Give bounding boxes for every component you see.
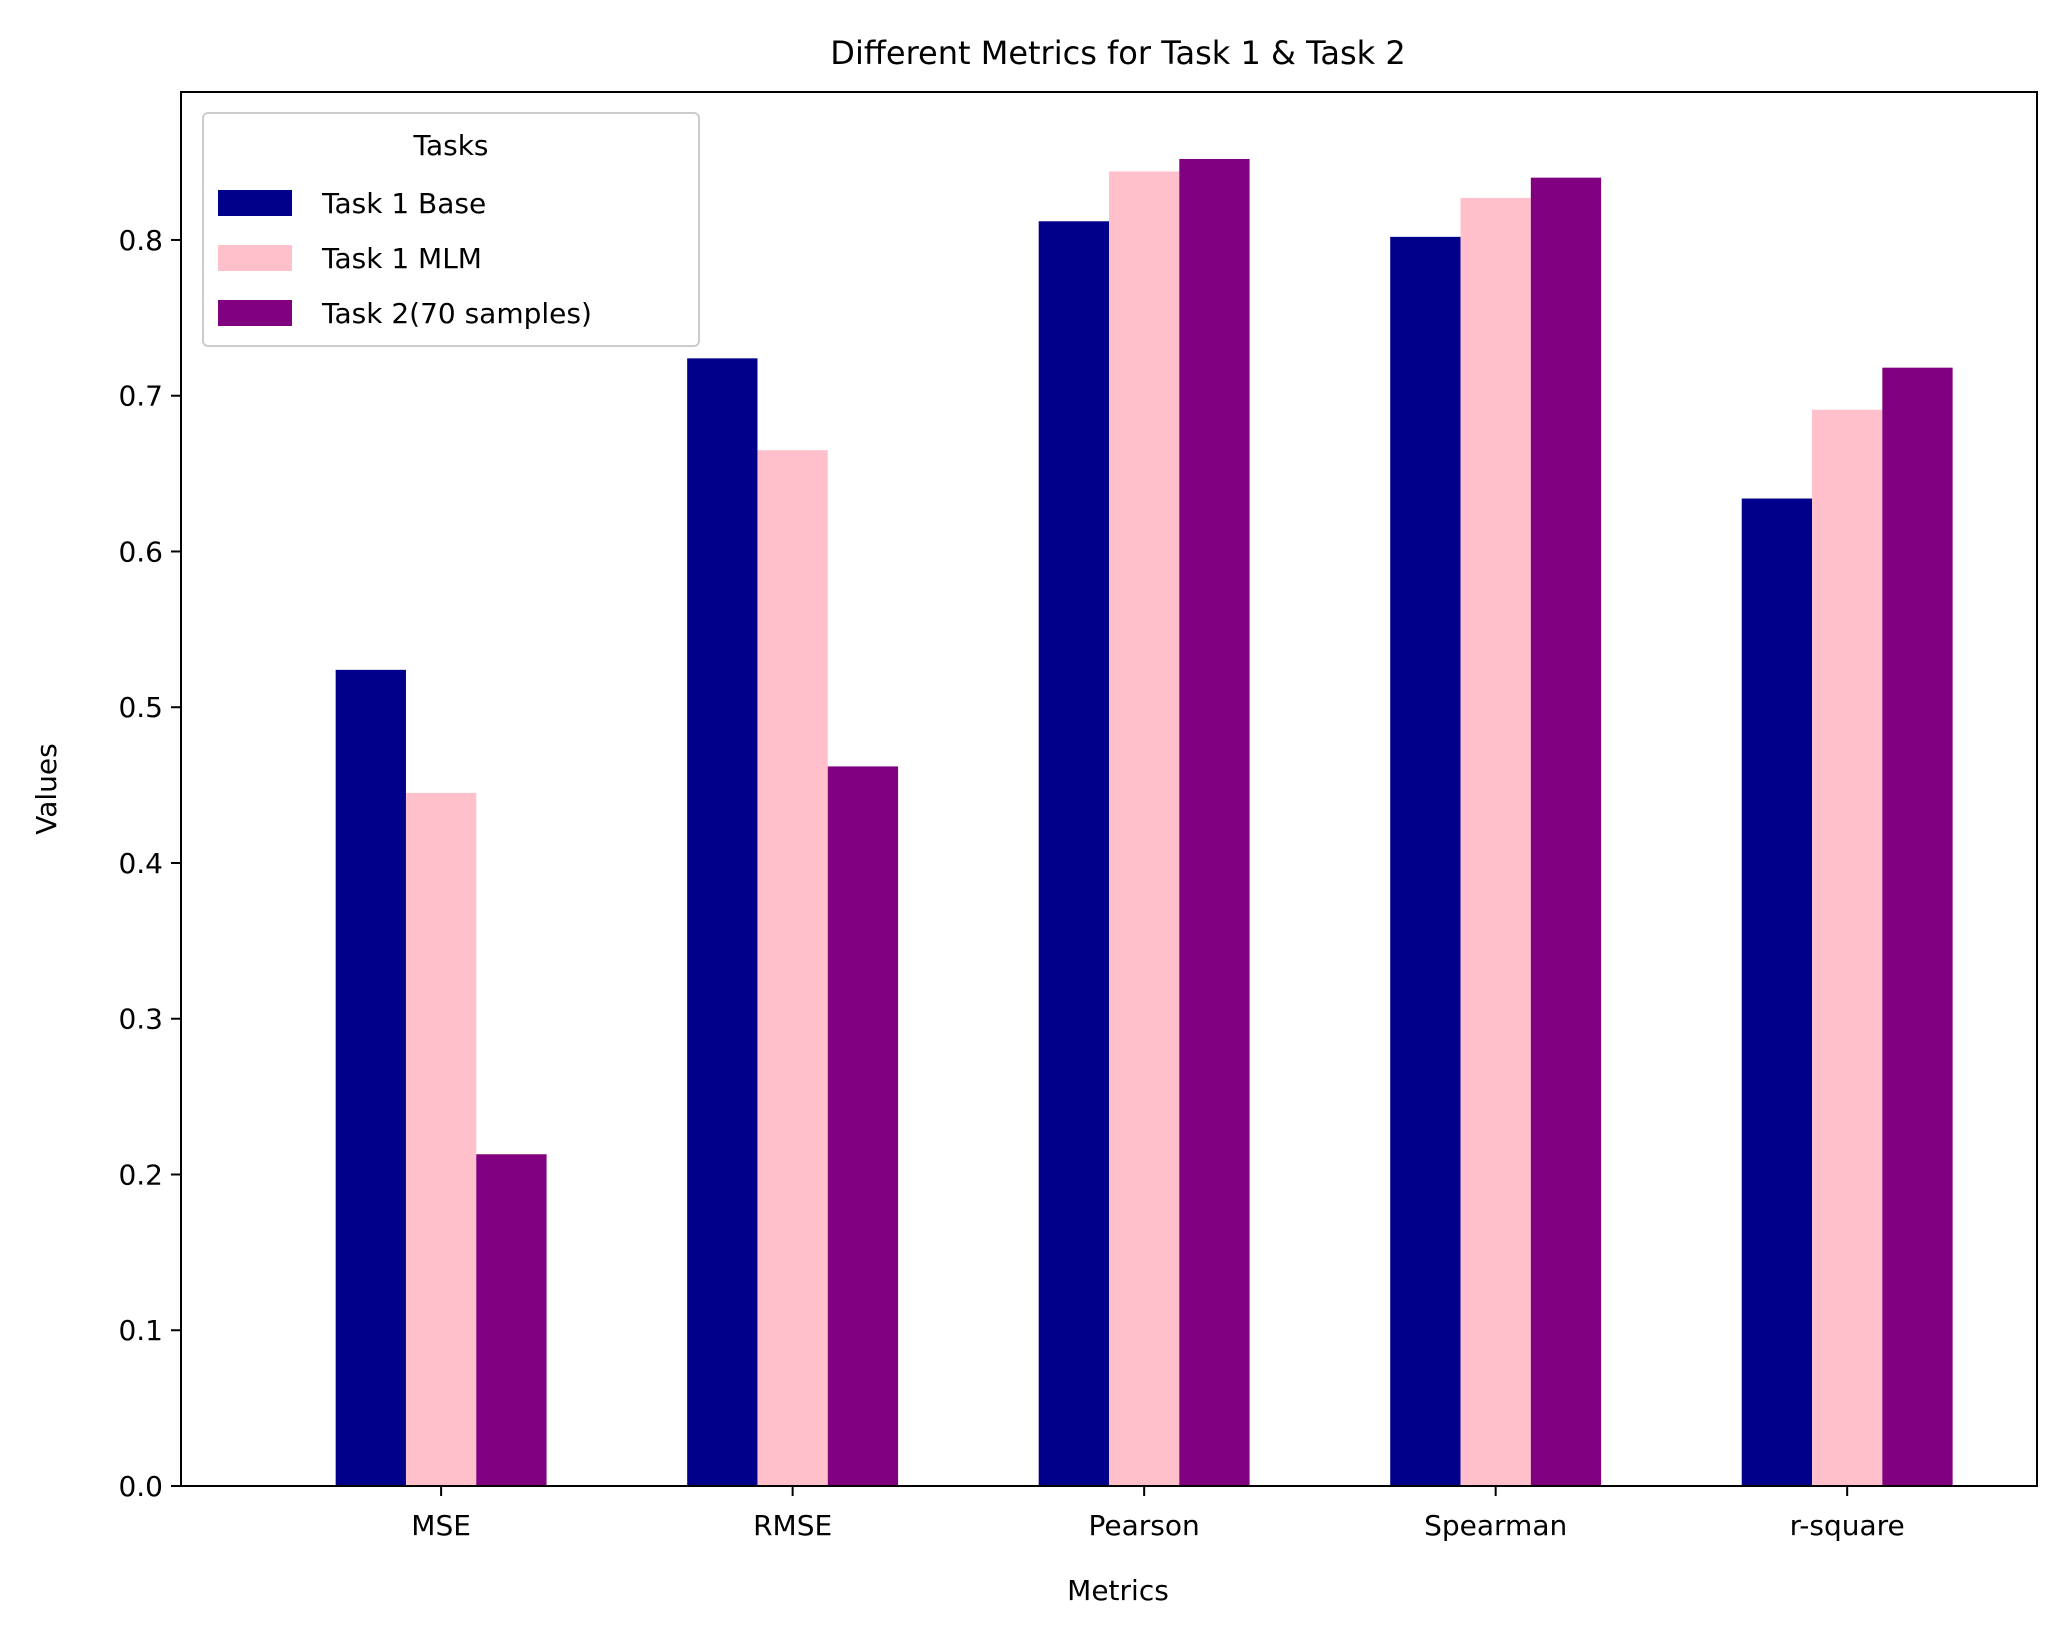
bar-rmse-series-2	[757, 450, 828, 1487]
bar-mse-series-2	[405, 792, 477, 1486]
bar-rmse-series-1	[687, 358, 758, 1487]
y-tick-label: 0.5	[118, 691, 163, 724]
bar-spearman-series-1	[1390, 236, 1461, 1487]
chart-title: Different Metrics for Task 1 & Task 2	[830, 34, 1405, 72]
y-tick-label: 0.2	[118, 1158, 163, 1191]
legend-swatch	[218, 300, 292, 326]
x-tick-label: r-square	[1790, 1509, 1905, 1542]
y-axis: 0.0 0.1 0.2 0.3 0.4 0.5 0.6 0.7 0.8	[118, 224, 181, 1503]
y-tick-label: 0.8	[118, 224, 163, 257]
bar-spearman-series-3	[1530, 177, 1602, 1486]
bar-spearman-series-2	[1460, 197, 1531, 1486]
legend-label: Task 2(70 samples)	[321, 297, 592, 330]
y-tick-label: 0.0	[118, 1470, 163, 1503]
x-axis: MSE RMSE Pearson Spearman r-square	[411, 1486, 1905, 1542]
legend-entries: Task 1 Base Task 1 MLM Task 2(70 samples)	[218, 187, 592, 330]
legend: Tasks Task 1 Base Task 1 MLM Task 2(70 sam…	[202, 112, 700, 347]
legend-label: Task 1 Base	[321, 187, 486, 220]
x-tick-label: Spearman	[1424, 1509, 1567, 1542]
y-tick-label: 0.6	[118, 535, 163, 568]
y-tick-label: 0.3	[118, 1003, 163, 1036]
legend-label: Task 1 MLM	[321, 242, 482, 275]
legend-title: Tasks	[412, 129, 488, 162]
bar-r-square-series-1	[1741, 498, 1813, 1486]
x-tick-label: Pearson	[1089, 1509, 1200, 1542]
y-tick-label: 0.4	[118, 847, 163, 880]
bar-r-square-series-3	[1882, 367, 1953, 1487]
legend-swatch	[218, 245, 292, 271]
bar-pearson-series-3	[1179, 158, 1250, 1487]
legend-swatch	[218, 190, 292, 216]
y-axis-label: Values	[30, 743, 63, 834]
bar-mse-series-3	[476, 1154, 547, 1486]
x-axis-label: Metrics	[1067, 1574, 1169, 1607]
y-tick-label: 0.7	[118, 380, 163, 413]
bar-pearson-series-1	[1038, 221, 1109, 1486]
legend-frame	[202, 112, 700, 347]
bar-pearson-series-2	[1109, 171, 1180, 1487]
bar-r-square-series-2	[1812, 409, 1883, 1486]
bar-mse-series-1	[335, 669, 406, 1486]
bars-layer	[335, 158, 1953, 1487]
x-tick-label: RMSE	[753, 1509, 832, 1542]
x-tick-label: MSE	[411, 1509, 471, 1542]
y-tick-label: 0.1	[118, 1314, 163, 1347]
bar-rmse-series-3	[827, 766, 899, 1486]
plot-frame	[180, 91, 2038, 1487]
